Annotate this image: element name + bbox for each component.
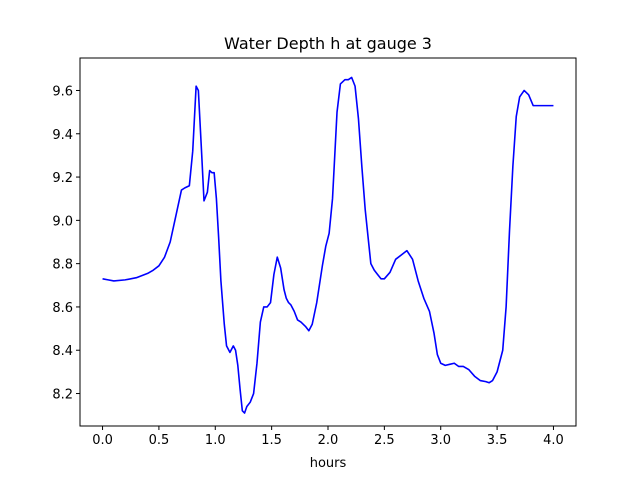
x-tick-label: 4.0 — [543, 433, 564, 448]
x-tick-label: 3.0 — [430, 433, 451, 448]
y-tick-label: 8.2 — [52, 388, 73, 403]
plot-area: 0.0 0.5 1.0 1.5 2.0 2.5 3.0 3.5 4.0 8.2 8.4 8.6 8.8 9… — [52, 57, 577, 448]
x-tick-label: 3.5 — [487, 433, 508, 448]
x-tick-label: 2.0 — [318, 433, 339, 448]
x-axis-label: hours — [310, 456, 347, 471]
x-tick-label: 0.5 — [149, 433, 170, 448]
x-tick-label: 1.5 — [261, 433, 282, 448]
chart-title: Water Depth h at gauge 3 — [224, 34, 432, 53]
y-tick-label: 9.4 — [52, 128, 73, 143]
y-tick-label: 9.0 — [52, 214, 73, 229]
y-tick-label: 8.8 — [52, 258, 73, 273]
x-tick-label: 2.5 — [374, 433, 395, 448]
x-tick-label: 0.0 — [92, 433, 113, 448]
x-tick-label: 1.0 — [205, 433, 226, 448]
y-tick-label: 9.2 — [52, 171, 73, 186]
y-tick-label: 8.4 — [52, 344, 73, 359]
series-line — [102, 76, 554, 414]
y-tick-label: 8.6 — [52, 301, 73, 316]
y-tick-label: 9.6 — [52, 84, 73, 99]
